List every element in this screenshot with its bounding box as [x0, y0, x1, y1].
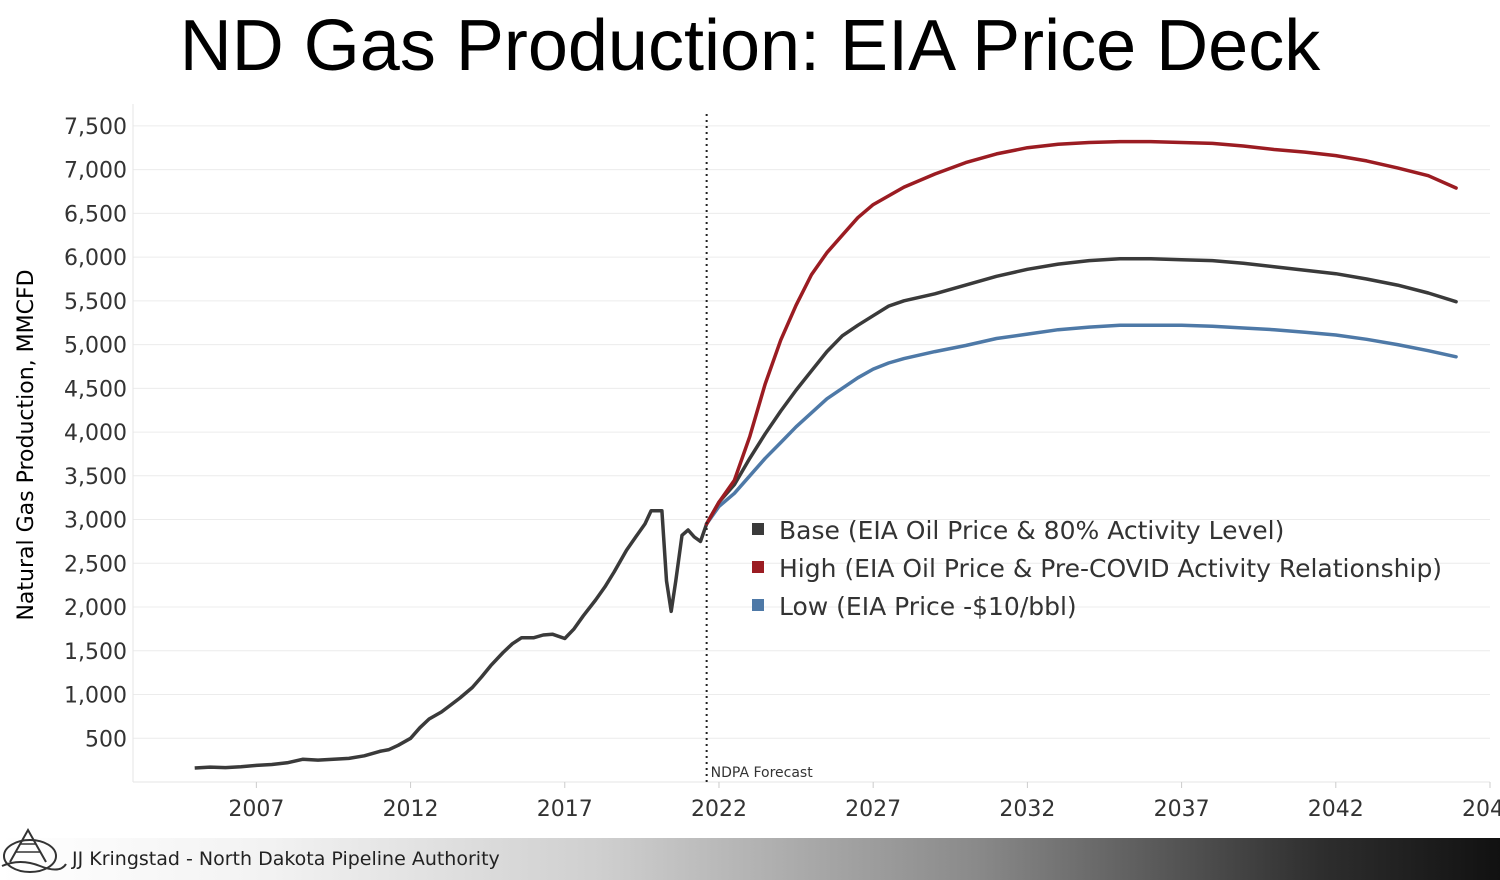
y-tick-label: 3,500	[64, 465, 127, 490]
legend-swatch	[752, 599, 764, 611]
y-tick-label: 2,000	[64, 596, 127, 621]
y-tick-label: 4,000	[64, 421, 127, 446]
legend-swatch	[752, 523, 764, 535]
y-tick-label: 6,500	[64, 202, 127, 227]
x-tick-label: 2027	[845, 797, 901, 822]
x-tick-label: 2037	[1154, 797, 1210, 822]
legend-label: Base (EIA Oil Price & 80% Activity Level…	[779, 516, 1284, 545]
x-tick-label: 2047	[1462, 797, 1500, 822]
forecast-annotation: NDPA Forecast	[705, 114, 814, 782]
x-tick-label: 2007	[228, 797, 284, 822]
y-tick-label: 5,000	[64, 334, 127, 359]
x-tick-label: 2022	[691, 797, 747, 822]
grid-lines	[133, 125, 1490, 739]
legend-label: High (EIA Oil Price & Pre-COVID Activity…	[779, 554, 1442, 583]
slide-title: ND Gas Production: EIA Price Deck	[179, 6, 1321, 86]
footer-credit: JJ Kringstad - North Dakota Pipeline Aut…	[72, 848, 500, 870]
x-tick-label: 2042	[1308, 797, 1364, 822]
y-tick-label: 3,000	[64, 509, 127, 534]
y-axis-label: Natural Gas Production, MMCFD	[14, 269, 39, 620]
y-tick-label: 6,000	[64, 246, 127, 271]
legend-swatch	[752, 561, 764, 573]
oil-rig-logo-icon	[1, 827, 67, 873]
y-tick-label: 500	[85, 727, 127, 752]
forecast-annotation-label: NDPA Forecast	[711, 765, 814, 781]
y-tick-label: 2,500	[64, 552, 127, 577]
y-tick-label: 1,500	[64, 640, 127, 665]
y-tick-label: 5,500	[64, 290, 127, 315]
series-line-low	[704, 323, 1458, 526]
x-tick-label: 2012	[383, 797, 439, 822]
gas-production-chart: 500 1,000 1,500 2,000 2,500 3,000 3,500 4,000 4,…	[14, 104, 1500, 822]
y-tick-label: 7,500	[64, 115, 127, 140]
series-line-base	[704, 257, 1458, 526]
footer-bar	[0, 838, 1500, 880]
history-series-line	[194, 509, 709, 770]
y-tick-label: 4,500	[64, 377, 127, 402]
series-lines	[194, 139, 1458, 770]
y-tick-label: 7,000	[64, 159, 127, 184]
legend-label: Low (EIA Price -$10/bbl)	[779, 592, 1077, 621]
x-tick-label: 2017	[537, 797, 593, 822]
axes	[132, 104, 1490, 783]
y-axis-ticks: 500 1,000 1,500 2,000 2,500 3,000 3,500 4,000 4,…	[64, 115, 127, 752]
y-tick-label: 1,000	[64, 684, 127, 709]
series-line-high	[704, 139, 1458, 526]
legend: Base (EIA Oil Price & 80% Activity Level…	[752, 516, 1442, 621]
x-axis-ticks: 2007 2012 2017 2022 2027 2032 2037 2042 2047	[228, 782, 1500, 822]
x-tick-label: 2032	[999, 797, 1055, 822]
